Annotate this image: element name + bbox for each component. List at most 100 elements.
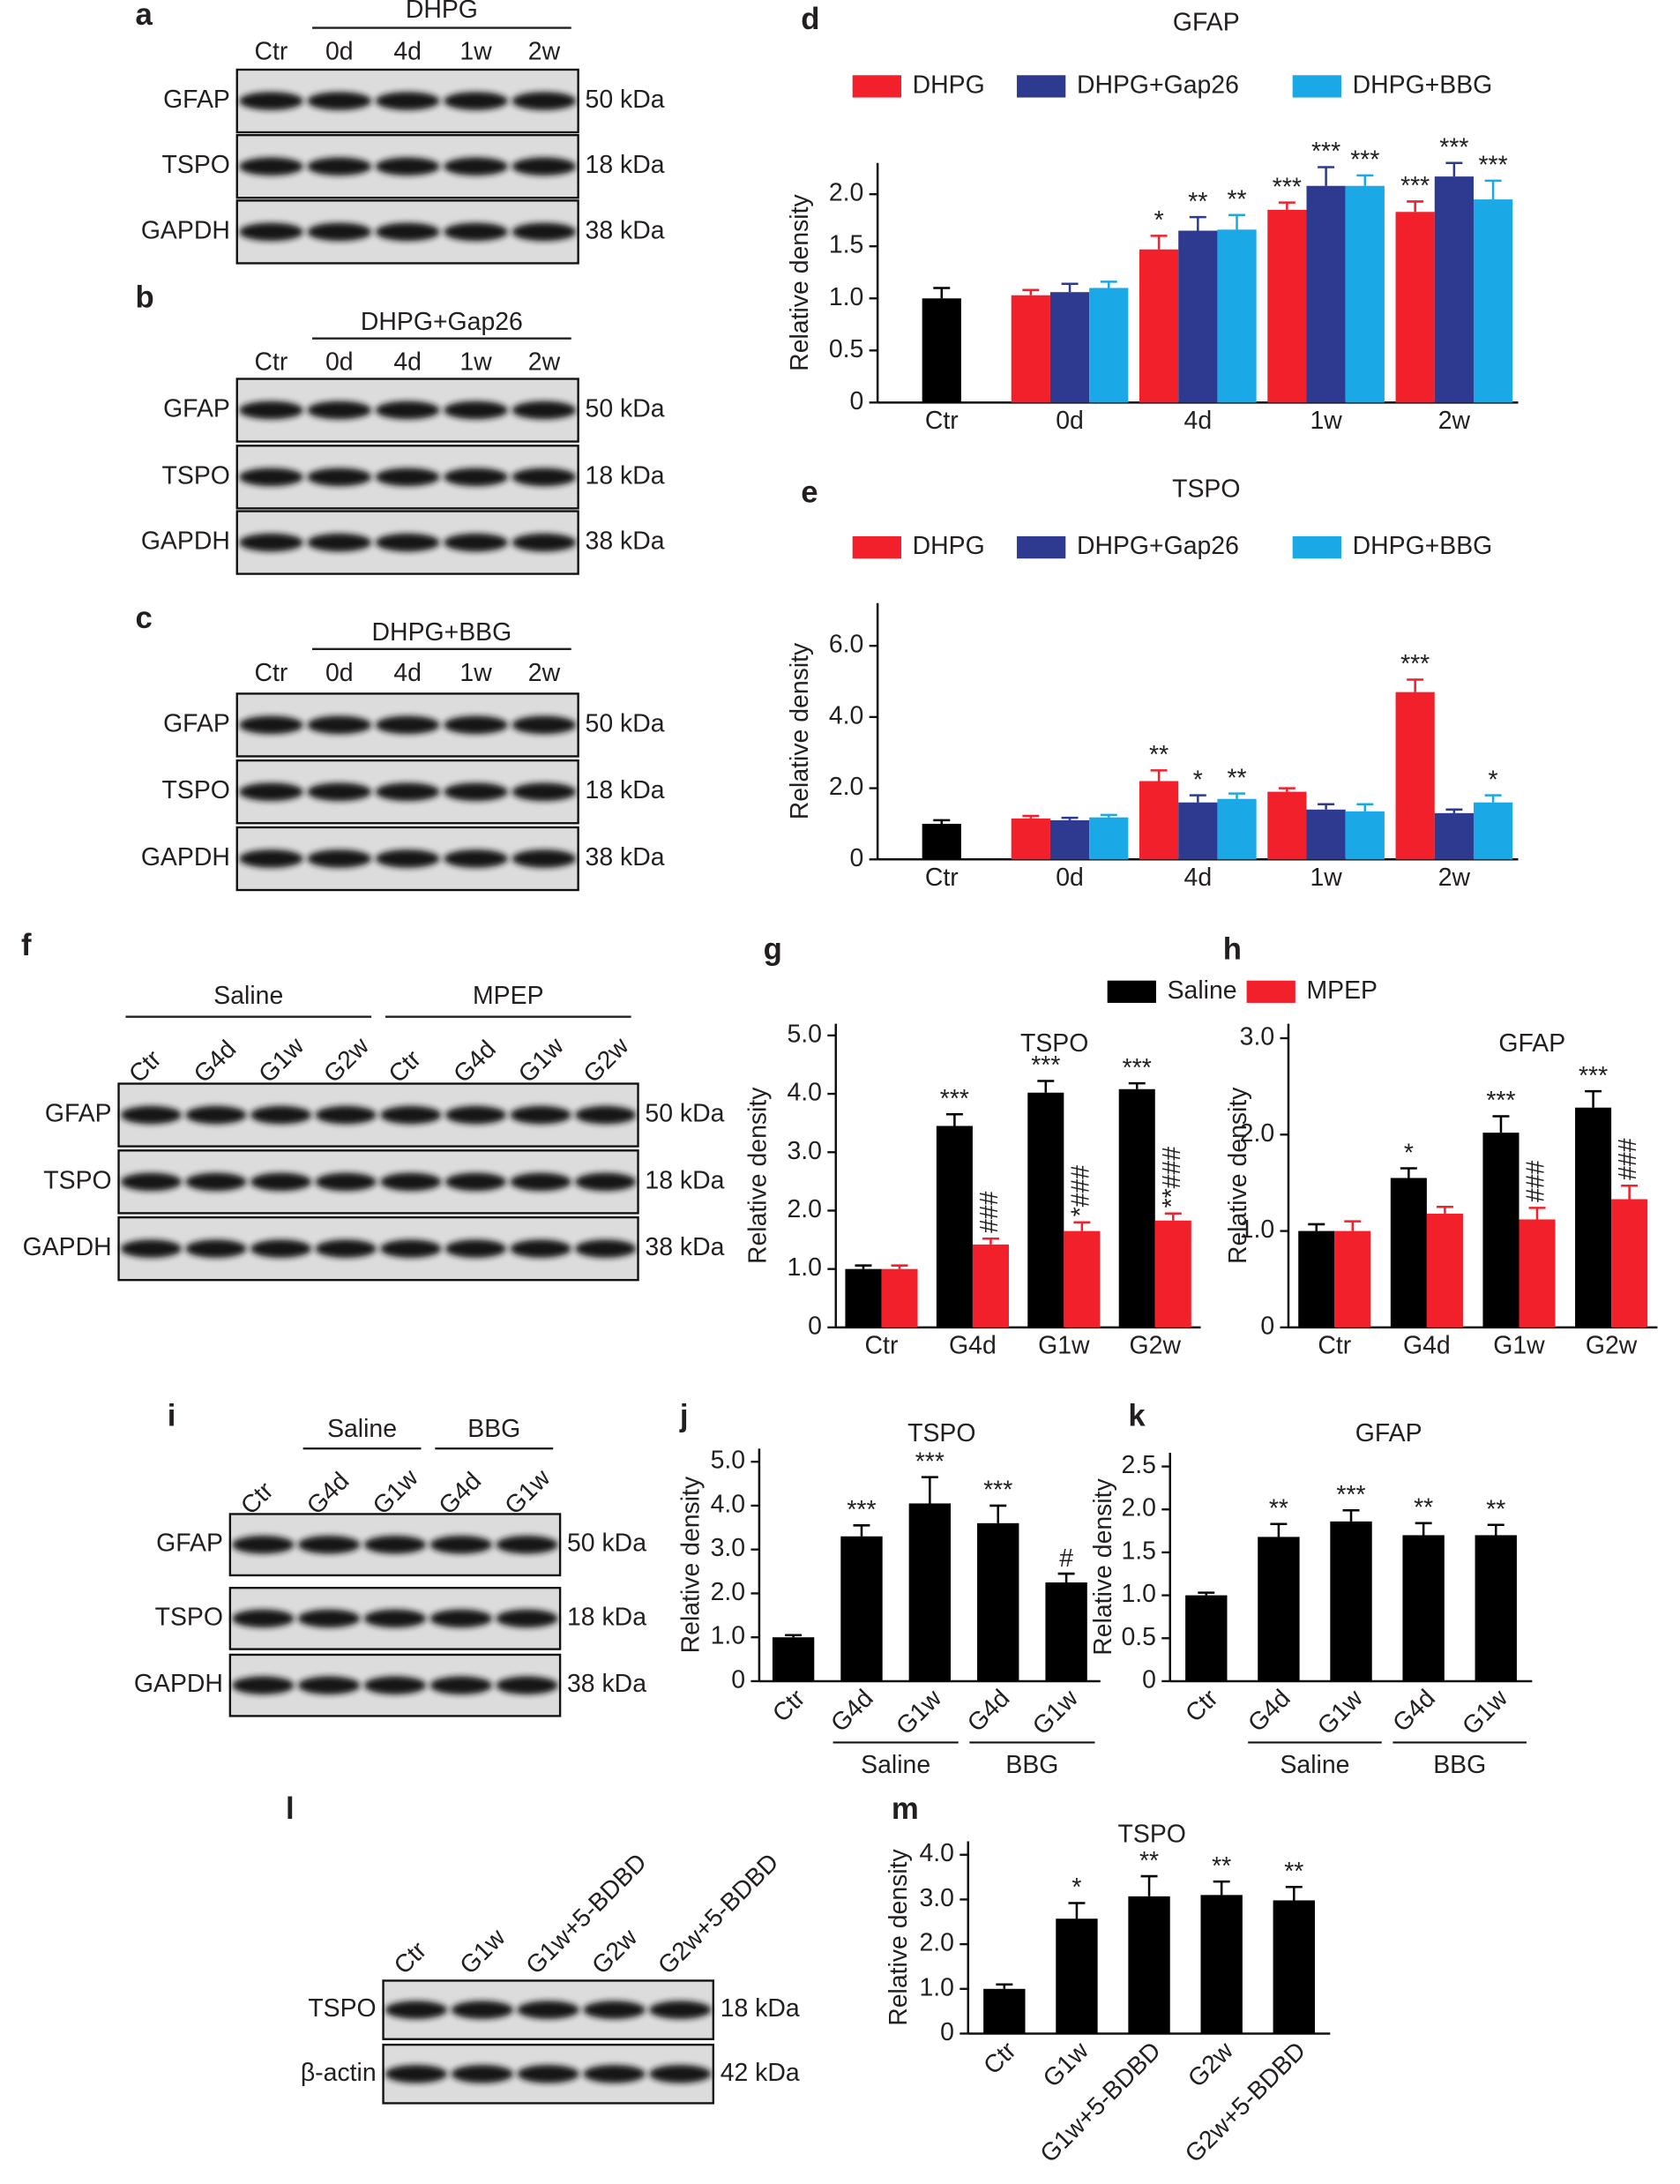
size-label: 50 kDa [586,709,665,737]
bar [1064,1230,1101,1328]
band [315,1172,377,1192]
x-tick-label: G4d [1243,1684,1296,1738]
error-bar [1285,1885,1303,1901]
x-tick-label: 1w [1310,864,1342,892]
error-bar [1484,794,1502,803]
band [444,1172,507,1192]
band [429,1609,493,1628]
group-label: BBG [467,1415,520,1443]
bar [1139,249,1179,403]
error-bar [1022,288,1040,295]
significance-label: *** [1336,1481,1365,1509]
x-tick-label: G1w [1038,2037,1094,2093]
significance-label: * [1071,1874,1081,1902]
bar [1178,230,1218,403]
x-tick-label: G2w [1130,1331,1182,1359]
band [375,222,440,242]
chart-title: TSPO [1172,475,1240,503]
y-tick-label: 2.0 [919,1929,954,1957]
band [239,849,303,868]
band [307,715,372,735]
band [375,782,440,801]
bar [1611,1199,1648,1328]
size-label: 50 kDa [567,1530,646,1558]
band [307,782,372,801]
band [297,1535,361,1554]
band [444,222,508,242]
panel-letter: a [135,0,153,32]
bar [1217,229,1257,403]
significance-label: ### [975,1191,1004,1233]
group-label: DHPG+BBG [372,618,512,647]
bar [1475,1535,1517,1681]
band [239,222,303,242]
bar [1473,802,1513,860]
chart-title: GFAP [1355,1419,1422,1447]
x-tick-label: G1w [1038,1331,1090,1359]
significance-label: ** [1149,741,1169,769]
y-tick-label: 3.0 [919,1884,954,1912]
row-label: TSPO [308,1994,376,2023]
bar [1402,1535,1445,1681]
y-tick-label: 1.0 [711,1622,745,1650]
significance-label: **### [1158,1147,1186,1208]
y-axis-label: Relative density [786,194,814,371]
group-label: Saline [1280,1751,1349,1779]
row-label: GFAP [163,709,230,737]
significance-label: ** [1227,186,1246,214]
bar [1434,176,1474,403]
size-label: 38 kDa [586,843,665,871]
legend-swatch [1107,980,1156,1003]
band [496,1609,558,1628]
significance-label: *** [1031,1051,1060,1080]
x-tick-label: 1w [1310,407,1342,435]
row-label: GFAP [163,86,230,114]
group-label: BBG [1433,1751,1486,1779]
y-tick-label: 2.5 [1121,1451,1156,1479]
error-bar [1445,161,1463,177]
row-label: TSPO [162,461,230,490]
lane-label: G4d [189,1035,243,1088]
x-tick-label: 2w [1438,864,1471,892]
band [510,1172,571,1192]
size-label: 38 kDa [567,1670,646,1698]
y-tick-label: 1.0 [787,1253,821,1282]
y-tick-label: 0 [850,387,864,415]
band [250,1105,312,1125]
error-bar [1484,179,1502,200]
band [429,1535,493,1554]
y-axis-label: Relative density [885,1848,913,2025]
y-tick-label: 2.0 [829,773,863,801]
bar [1519,1219,1556,1328]
error-bar [891,1264,908,1269]
y-tick-label: 4.0 [919,1839,954,1867]
bar [1089,288,1129,403]
error-bar [1057,1572,1075,1582]
legend-swatch [852,535,901,559]
band [444,782,508,801]
band [185,1172,247,1192]
band [120,1105,182,1125]
error-bar [1213,1880,1230,1896]
group-label: DHPG+Gap26 [361,308,523,336]
panel-letter: g [764,933,782,967]
y-tick-label: 5.0 [787,1020,821,1048]
error-bar [1189,794,1206,803]
significance-label: ** [1486,1495,1505,1523]
band [511,715,577,735]
chart-title: GFAP [1173,8,1240,36]
y-axis-label: Relative density [743,1087,772,1264]
band [239,467,303,487]
panel-letter: j [679,1400,689,1433]
bar [1258,1537,1300,1681]
lane-label: Ctr [389,1936,432,1979]
y-tick-label: 1.0 [919,1973,954,2001]
error-bar [1585,1089,1602,1108]
lane-label: Ctr [255,659,288,687]
band [375,157,440,176]
error-bar [1344,1220,1362,1231]
band [511,849,577,868]
bar [1118,1088,1155,1328]
lane-label: G4d [448,1035,502,1088]
